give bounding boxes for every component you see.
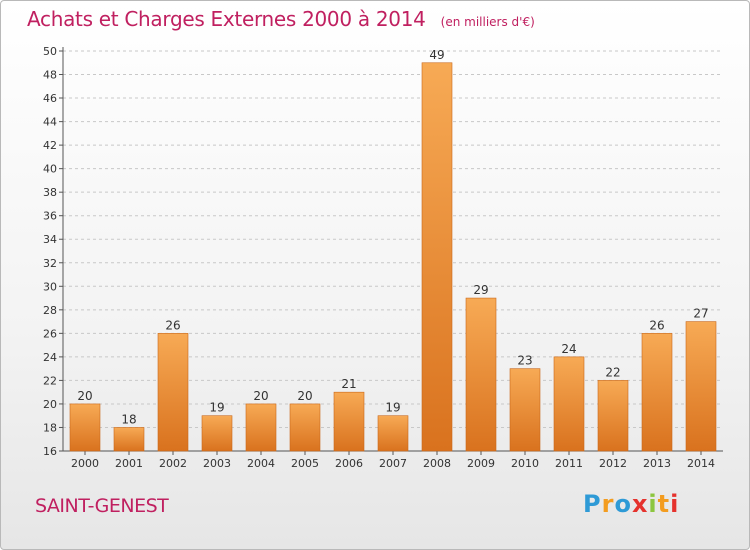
- y-tick-label: 34: [43, 233, 57, 246]
- y-tick-label: 24: [43, 351, 57, 364]
- data-label: 26: [165, 318, 180, 332]
- x-tick-label: 2010: [511, 457, 539, 470]
- data-label: 19: [385, 401, 400, 415]
- bar: [113, 427, 145, 452]
- logo-letter: x: [631, 490, 649, 518]
- data-label: 20: [297, 389, 312, 403]
- logo-letter: P: [583, 490, 602, 518]
- bar: [641, 333, 673, 452]
- x-tick-label: 2001: [115, 457, 143, 470]
- bar: [157, 333, 189, 452]
- y-tick-label: 44: [43, 116, 57, 129]
- unit-note: (en milliers d'€): [440, 15, 535, 29]
- data-label: 26: [649, 318, 664, 332]
- y-tick-label: 16: [43, 445, 57, 458]
- data-label: 27: [693, 307, 708, 321]
- bar: [245, 403, 277, 452]
- bar: [201, 415, 233, 452]
- data-label: 20: [77, 389, 92, 403]
- y-tick-label: 20: [43, 398, 57, 411]
- bar: [421, 62, 453, 452]
- bar: [289, 403, 321, 452]
- y-tick-label: 40: [43, 163, 57, 176]
- y-tick-label: 18: [43, 421, 57, 434]
- x-tick-label: 2009: [467, 457, 495, 470]
- y-tick-label: 42: [43, 139, 57, 152]
- data-label: 49: [429, 48, 444, 62]
- x-tick-label: 2000: [71, 457, 99, 470]
- brand-logo: Proxiti: [583, 490, 679, 518]
- x-tick-label: 2002: [159, 457, 187, 470]
- y-tick-label: 26: [43, 327, 57, 340]
- bar: [465, 297, 497, 452]
- data-label: 21: [341, 377, 356, 391]
- y-tick-label: 46: [43, 92, 57, 105]
- data-labels: 20 18 26 19 20 20 21 19 49 29 23 24 22 26 27: [77, 48, 708, 427]
- y-tick-label: 48: [43, 69, 57, 82]
- bars: [69, 62, 717, 452]
- bar: [377, 415, 409, 452]
- bar: [553, 356, 585, 452]
- logo-letter: o: [614, 490, 632, 518]
- x-tick-label: 2004: [247, 457, 275, 470]
- x-tick-label: 2005: [291, 457, 319, 470]
- y-tick-label: 22: [43, 374, 57, 387]
- logo-letter: r: [601, 490, 615, 518]
- bar: [69, 403, 101, 452]
- chart-title-text: Achats et Charges Externes 2000 à 2014: [27, 7, 426, 31]
- logo-letter: i: [670, 490, 680, 518]
- x-tick-label: 2013: [643, 457, 671, 470]
- y-tick-label: 30: [43, 280, 57, 293]
- bar: [685, 321, 717, 452]
- bar: [597, 380, 629, 452]
- data-label: 22: [605, 365, 620, 379]
- data-label: 23: [517, 354, 532, 368]
- data-label: 19: [209, 401, 224, 415]
- bar: [509, 368, 541, 452]
- data-label: 24: [561, 342, 576, 356]
- y-tick-label: 28: [43, 304, 57, 317]
- data-label: 29: [473, 283, 488, 297]
- x-tick-label: 2008: [423, 457, 451, 470]
- x-tick-label: 2006: [335, 457, 363, 470]
- x-tick-label: 2003: [203, 457, 231, 470]
- x-tick-label: 2011: [555, 457, 583, 470]
- bar: [333, 391, 365, 452]
- x-tick-label: 2012: [599, 457, 627, 470]
- y-tick-label: 32: [43, 257, 57, 270]
- commune-name: SAINT-GENEST: [35, 495, 169, 517]
- y-tick-label: 50: [43, 45, 57, 58]
- x-tick-label: 2014: [687, 457, 715, 470]
- x-tick-label: 2007: [379, 457, 407, 470]
- chart-title: Achats et Charges Externes 2000 à 2014 (…: [27, 7, 535, 31]
- logo-letter: t: [657, 490, 671, 518]
- data-label: 20: [253, 389, 268, 403]
- data-label: 18: [121, 412, 136, 426]
- logo-letter: i: [648, 490, 658, 518]
- y-tick-label: 36: [43, 210, 57, 223]
- axes: 16 18 20 22 24 26 28 30 32 34 36 38 40 42 44 46 48 50 2000…: [43, 45, 723, 470]
- y-tick-label: 38: [43, 186, 57, 199]
